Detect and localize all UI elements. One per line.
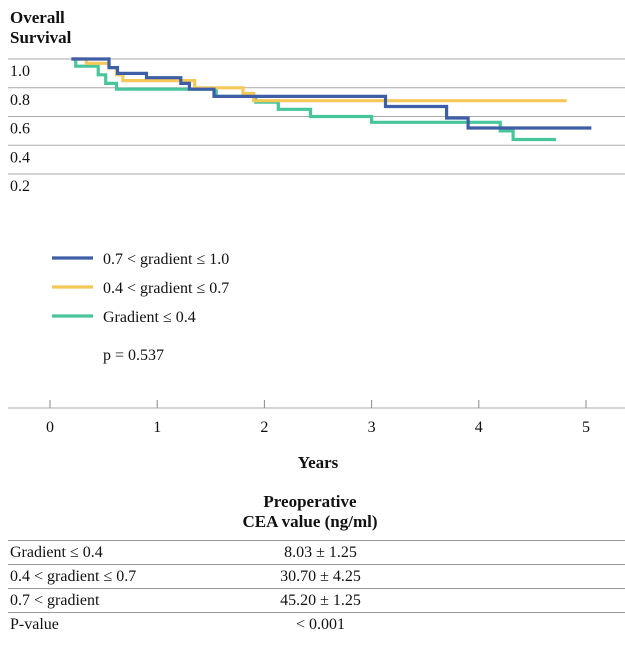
- chart-title-line2: Survival: [10, 28, 72, 47]
- table-row: P-value < 0.001: [8, 612, 625, 637]
- xtick-label-1: 1: [153, 419, 161, 436]
- chart-title-line1: Overall: [10, 8, 65, 27]
- ytick-label-0: 0.2: [10, 178, 30, 195]
- row-value: < 0.001: [295, 616, 346, 633]
- table-header: Preoperative CEA value (ng/ml): [180, 492, 440, 532]
- row-value: 8.03 ± 1.25: [284, 544, 357, 561]
- xtick-label-5: 5: [582, 419, 590, 436]
- row-value: 30.70 ± 4.25: [280, 568, 361, 585]
- row-label: Gradient ≤ 0.4: [10, 544, 103, 561]
- table-row: Gradient ≤ 0.4 8.03 ± 1.25: [8, 540, 625, 565]
- survival-chart: 0.2 0.4 0.6 0.8 1.0 0 1 2 3 4 5 Years 0.7 < gradient…: [8, 57, 625, 472]
- series-line-0: [71, 57, 592, 130]
- table-row: 0.4 < gradient ≤ 0.7 30.70 ± 4.25: [8, 564, 625, 589]
- ytick-label-3: 0.8: [10, 92, 30, 109]
- legend-label-2: Gradient ≤ 0.4: [103, 309, 196, 326]
- row-label: 0.4 < gradient ≤ 0.7: [10, 568, 137, 585]
- legend-label-0: 0.7 < gradient ≤ 1.0: [103, 251, 229, 268]
- ytick-label-2: 0.6: [10, 121, 30, 138]
- series-line-1: [71, 57, 567, 103]
- xtick-label-0: 0: [46, 419, 54, 436]
- xtick-label-2: 2: [260, 419, 268, 436]
- p-value-annotation: p = 0.537: [103, 347, 164, 364]
- chart-title: Overall Survival: [10, 8, 71, 48]
- ytick-label-4: 1.0: [10, 63, 30, 80]
- table-header-line1: Preoperative: [263, 492, 357, 511]
- ytick-label-1: 0.4: [10, 149, 30, 166]
- row-label: 0.7 < gradient: [10, 592, 100, 609]
- xtick-label-3: 3: [368, 419, 376, 436]
- legend-label-1: 0.4 < gradient ≤ 0.7: [103, 280, 229, 297]
- x-axis-label: Years: [298, 453, 339, 472]
- row-value: 45.20 ± 1.25: [280, 592, 361, 609]
- table-header-line2: CEA value (ng/ml): [242, 512, 378, 531]
- xtick-label-4: 4: [475, 419, 483, 436]
- row-label: P-value: [10, 616, 59, 633]
- table-row: 0.7 < gradient 45.20 ± 1.25: [8, 588, 625, 613]
